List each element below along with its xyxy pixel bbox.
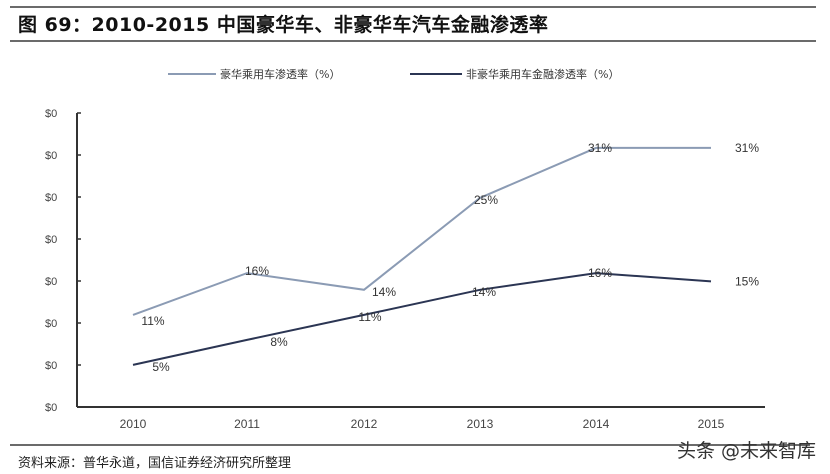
x-tick-label: 2012 bbox=[351, 417, 378, 431]
y-tick-label: $0 bbox=[45, 318, 57, 330]
x-tick-label: 2011 bbox=[234, 417, 260, 431]
data-label: 31% bbox=[735, 141, 759, 155]
source-note: 资料来源：普华永道，国信证券经济研究所整理 bbox=[18, 456, 292, 471]
series-lines: 11% 16% 14% 25% 31% 31% 5% 8% 11% 14% 16% 15% bbox=[132, 141, 759, 374]
data-label: 8% bbox=[270, 335, 288, 349]
watermark: 头条 @未来智库 bbox=[676, 440, 816, 462]
data-label: 16% bbox=[588, 266, 612, 280]
data-label: 5% bbox=[152, 360, 170, 374]
y-tick-label: $0 bbox=[45, 234, 57, 246]
legend: 豪华乘用车渗透率（%） 非豪华乘用车金融渗透率（%） bbox=[168, 67, 619, 81]
legend-label: 豪华乘用车渗透率（%） bbox=[220, 67, 340, 81]
y-axis: $0 $0 $0 $0 $0 $0 $0 $0 bbox=[45, 108, 81, 414]
data-label: 25% bbox=[474, 193, 498, 207]
data-label: 11% bbox=[141, 314, 164, 328]
data-label: 31% bbox=[588, 141, 612, 155]
y-tick-label: $0 bbox=[45, 402, 57, 414]
y-tick-label: $0 bbox=[45, 360, 57, 372]
x-tick-label: 2013 bbox=[467, 417, 494, 431]
data-label: 14% bbox=[372, 285, 396, 299]
top-rule bbox=[10, 6, 816, 8]
series-line bbox=[132, 272, 712, 366]
data-label: 16% bbox=[245, 264, 269, 278]
y-tick-label: $0 bbox=[45, 150, 57, 162]
series-line bbox=[132, 146, 711, 316]
y-tick-label: $0 bbox=[45, 276, 57, 288]
legend-label: 非豪华乘用车金融渗透率（%） bbox=[466, 67, 619, 81]
data-label: 14% bbox=[472, 285, 496, 299]
title-rule bbox=[10, 40, 816, 42]
x-tick-label: 2014 bbox=[583, 417, 610, 431]
x-tick-label: 2010 bbox=[120, 417, 147, 431]
y-tick-label: $0 bbox=[45, 192, 57, 204]
x-tick-label: 2015 bbox=[698, 417, 725, 431]
x-axis: 2010 2011 2012 2013 2014 2015 bbox=[77, 406, 765, 431]
y-tick-label: $0 bbox=[45, 108, 57, 120]
data-label: 11% bbox=[358, 310, 381, 324]
footer-rule bbox=[10, 444, 810, 446]
data-label: 15% bbox=[735, 274, 759, 288]
chart-title: 图 69：2010-2015 中国豪华车、非豪华车汽车金融渗透率 bbox=[18, 14, 549, 36]
